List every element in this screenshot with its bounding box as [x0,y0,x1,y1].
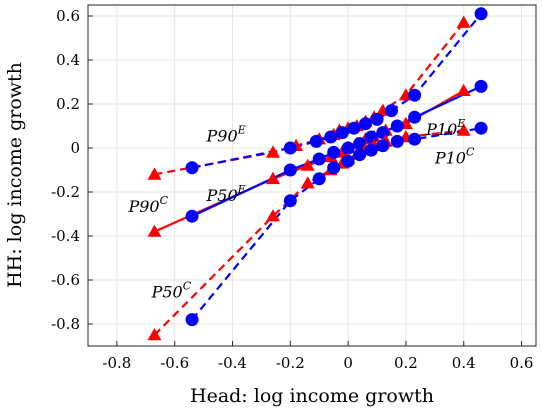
point-p90e [324,130,338,144]
annotation-base: P50 [151,283,183,302]
y-tick-label: 0.2 [56,95,80,113]
point-p90c [266,145,280,158]
point-p90e [309,134,323,148]
annotation-p50c: P50C [151,280,192,302]
point-p10c [266,209,280,222]
point-p50c [300,158,315,171]
point-p50e [390,119,404,133]
point-p10e [283,194,297,208]
point-p90e [384,104,398,118]
point-p90c [456,15,471,28]
x-tick-label: 0 [343,354,353,372]
point-p10c [300,176,315,189]
point-p10e [312,172,326,186]
point-p50e [474,79,488,93]
annotation-base: P10 [434,148,466,167]
point-p50e [185,209,199,223]
x-tick-label: -0.8 [102,354,131,372]
y-tick-label: 0.6 [56,7,80,25]
y-tick-label: -0.6 [51,271,80,289]
x-tick-label: -0.6 [160,354,189,372]
point-p50e [353,137,367,151]
point-p50e [408,110,422,124]
annotation-base: P10 [425,120,457,139]
point-p10e [341,154,355,168]
x-tick-label: 0.2 [394,354,418,372]
annotation-p50e: P50E [206,183,246,205]
x-tick-label: 0.4 [452,354,476,372]
annotation-superscript: C [183,280,192,293]
y-tick-label: -0.4 [51,227,80,245]
point-p90e [185,161,199,175]
point-p10c [147,328,162,341]
y-tick-label: -0.8 [51,315,80,333]
y-tick-label: 0 [70,139,80,157]
annotation-p10e: P10E [425,117,465,139]
x-tick-label: -0.2 [276,354,305,372]
series-line-p90e [191,13,482,169]
point-p10e [390,134,404,148]
y-tick-label: -0.2 [51,183,80,201]
point-p90c [147,167,162,180]
point-p90e [283,141,297,155]
y-tick-label: 0.4 [56,51,80,69]
point-p50e [327,145,341,159]
y-axis-label: HH: log income growth [4,62,26,288]
point-p10c [456,123,471,136]
point-p90e [335,126,349,140]
annotation-base: P50 [206,186,238,205]
x-tick-label: 0.6 [510,354,534,372]
annotation-superscript: E [237,183,246,196]
point-p10e [327,161,341,175]
point-p10e [408,132,422,146]
point-p50e [364,130,378,144]
annotation-p90c: P90C [127,194,168,216]
point-p90e [358,117,372,131]
annotation-superscript: E [456,117,465,130]
point-p50e [283,163,297,177]
point-p50c [456,83,471,96]
annotation-base: P90 [127,197,159,216]
annotation-superscript: C [466,145,475,158]
annotation-base: P90 [206,126,238,145]
x-tick-label: -0.4 [218,354,247,372]
point-p10e [353,148,367,162]
plot-frame [87,4,537,347]
point-p50e [376,126,390,140]
annotation-p90e: P90E [206,123,246,145]
annotation-p10c: P10C [434,145,475,167]
annotation-superscript: C [160,194,169,207]
x-axis-label: Head: log income growth [190,385,434,407]
point-p10e [376,139,390,153]
point-p50e [341,141,355,155]
point-p90e [347,121,361,135]
series-markers [147,7,488,341]
point-p50c [147,224,162,237]
point-p10e [474,121,488,135]
point-p50e [312,152,326,166]
plot-background [88,5,536,346]
point-p90e [474,7,488,21]
point-p10e [364,143,378,157]
point-p50c [266,171,280,185]
annotation-superscript: E [237,123,246,136]
grid [88,5,536,346]
point-p90e [408,88,422,102]
ticks: -0.8 -0.6 -0.4 -0.2 0 0.2 0.4 0.6 -0.8 -0.6 -0.4 -0… [51,7,533,372]
point-p90e [370,112,384,126]
point-p10e [185,313,199,327]
